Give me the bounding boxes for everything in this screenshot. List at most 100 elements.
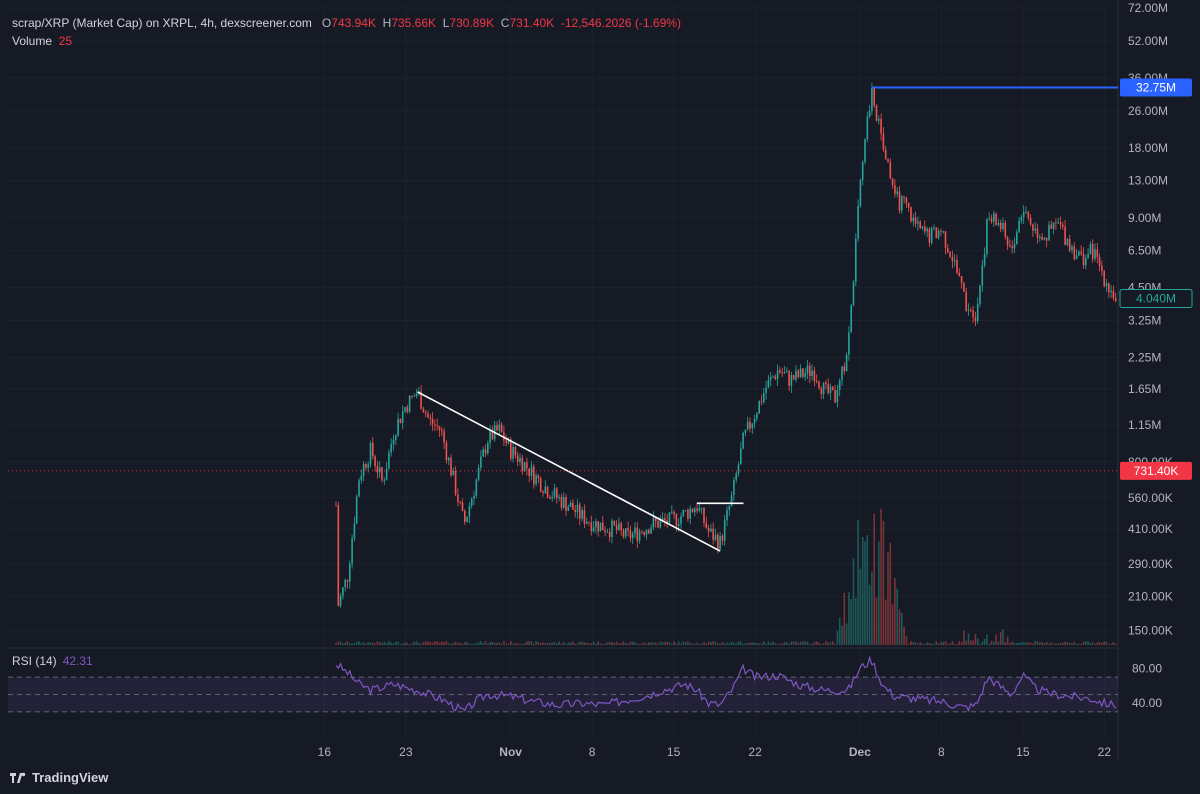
candle-body	[489, 429, 491, 444]
volume-bar	[558, 641, 560, 645]
candle-body	[981, 265, 984, 286]
candle-body	[728, 506, 731, 510]
candle-body	[581, 509, 583, 519]
candle-body	[737, 464, 740, 474]
candle-body	[841, 366, 843, 381]
volume-bar	[526, 641, 528, 645]
candle-body	[526, 462, 528, 469]
candle-body	[767, 379, 770, 388]
volume-bar	[604, 643, 606, 645]
volume-bar	[799, 641, 802, 645]
price-tick-label: 18.00M	[1128, 141, 1168, 155]
volume-bar	[436, 641, 438, 645]
candle-body	[1004, 223, 1007, 237]
candle-body	[1112, 290, 1115, 299]
volume-bar	[1103, 641, 1105, 645]
volume-bar	[457, 642, 459, 645]
volume-bar	[673, 641, 675, 645]
volume-bar	[1027, 642, 1030, 645]
candle-body	[967, 309, 970, 311]
volume-bar	[882, 520, 885, 645]
candle-body	[491, 429, 494, 440]
mid-marker-badge	[1119, 289, 1193, 309]
volume-bar	[397, 641, 399, 645]
candle-body	[342, 587, 344, 596]
candle-body	[567, 506, 570, 511]
volume-bar	[500, 643, 503, 645]
volume-bar	[712, 641, 714, 645]
candle-body	[1006, 236, 1009, 245]
candle-body	[643, 532, 645, 535]
candle-body	[1018, 220, 1020, 233]
volume-bar	[707, 641, 710, 645]
open-label: O	[321, 16, 332, 30]
candle-body	[1064, 226, 1066, 245]
candle-body	[907, 202, 910, 208]
volume-bar	[967, 633, 970, 645]
candle-body	[758, 401, 760, 414]
candle-body	[675, 514, 678, 526]
candle-body	[351, 538, 353, 564]
candle-body	[921, 226, 924, 229]
tradingview-brand[interactable]: TradingView	[10, 770, 108, 785]
candle-body	[447, 457, 450, 461]
volume-bar	[408, 643, 411, 645]
close-value: 731.40K	[509, 16, 555, 30]
candle-body	[388, 452, 390, 469]
candle-body	[512, 446, 514, 459]
candle-body	[857, 206, 859, 239]
candle-body	[454, 470, 457, 495]
volume-bar	[873, 513, 875, 645]
candle-body	[979, 285, 981, 305]
volume-bar	[740, 641, 742, 645]
volume-bar	[944, 641, 947, 645]
tradingview-logo-icon	[10, 772, 26, 783]
last-price-badge	[1120, 461, 1192, 480]
volume-bar	[829, 642, 832, 645]
candle-body	[937, 230, 940, 239]
candle-body	[590, 522, 593, 532]
volume-bar	[700, 643, 703, 645]
volume-bar	[482, 643, 484, 645]
candle-body	[431, 418, 434, 425]
volume-bar	[1057, 643, 1059, 645]
volume-bar	[861, 537, 864, 645]
candle-body	[611, 520, 613, 537]
candle-body	[510, 439, 512, 459]
candle-body	[995, 213, 997, 225]
volume-bar	[535, 641, 537, 645]
volume-bar	[767, 641, 770, 645]
volume-bar	[809, 643, 811, 645]
candle-body	[397, 418, 399, 436]
volume-bar	[997, 641, 1000, 645]
volume-bar	[864, 541, 866, 645]
candle-body	[569, 502, 572, 507]
candle-body	[756, 413, 758, 419]
candle-body	[822, 382, 825, 395]
volume-bar	[668, 642, 671, 645]
candle-body	[480, 456, 482, 468]
last-price-text: 731.40K	[1134, 464, 1179, 478]
volume-bar	[815, 641, 818, 645]
price-tick-label: 6.50M	[1128, 244, 1161, 258]
volume-bar	[1029, 642, 1032, 645]
volume-bar	[1006, 636, 1009, 645]
candle-body	[806, 365, 809, 374]
volume-bar	[1087, 641, 1089, 645]
volume-bar	[461, 643, 464, 645]
candle-body	[742, 432, 744, 449]
candle-body	[438, 426, 441, 430]
volume-bar	[774, 643, 777, 645]
candle-body	[615, 525, 618, 530]
volume-bar	[661, 642, 664, 645]
candle-body	[896, 191, 898, 194]
volume-bar	[756, 643, 758, 645]
candle-body	[399, 418, 402, 423]
volume-bar	[838, 617, 841, 645]
candle-body	[627, 528, 629, 531]
candle-body	[1020, 217, 1023, 221]
price-tick-label: 210.00K	[1128, 590, 1173, 604]
volume-bar	[1020, 642, 1023, 645]
